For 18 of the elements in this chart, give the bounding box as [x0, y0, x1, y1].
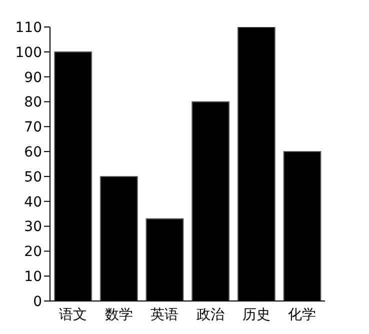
y-tick-label: 40 [24, 194, 42, 210]
y-tick-label: 80 [24, 94, 42, 111]
x-tick-label: 语文 [58, 306, 87, 323]
x-tick-label: 英语 [150, 306, 179, 323]
y-tick-label: 70 [24, 120, 42, 136]
y-tick-label: 90 [24, 70, 42, 86]
x-tick-label: 数学 [104, 306, 133, 323]
y-tick-label: 0 [33, 294, 42, 310]
y-tick-label: 100 [15, 44, 42, 61]
x-tick-label: 化学 [288, 306, 316, 323]
y-tick-label: 110 [15, 20, 42, 36]
y-tick-label: 10 [24, 269, 42, 286]
y-tick-label: 50 [24, 169, 42, 186]
x-tick-label: 历史 [242, 306, 270, 323]
x-tick-label: 政治 [196, 306, 224, 323]
y-tick-label: 30 [24, 219, 42, 236]
y-tick-label: 60 [24, 144, 42, 161]
y-tick-label: 20 [24, 244, 42, 260]
